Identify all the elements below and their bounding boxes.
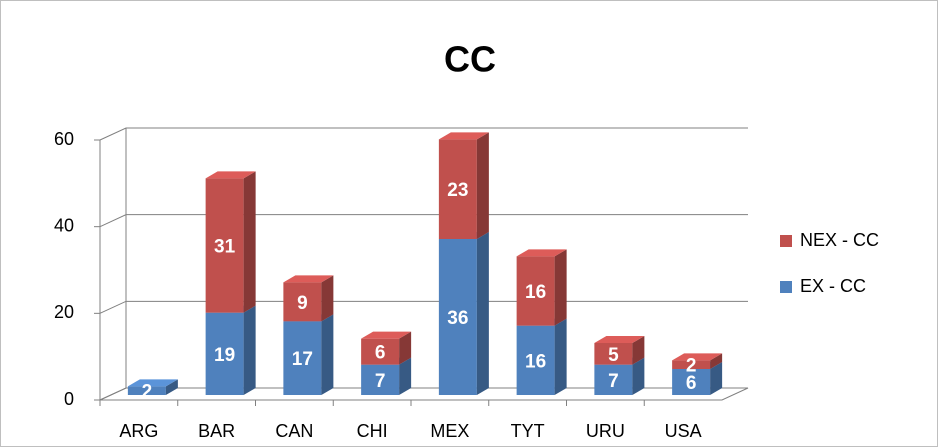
x-tick-label: MEX <box>430 421 469 441</box>
bar-face <box>283 275 334 283</box>
bar-face <box>361 331 412 339</box>
bar-face <box>361 364 400 395</box>
data-label: 36 <box>447 308 468 329</box>
bar-face <box>516 249 567 257</box>
bar-segment <box>361 331 412 365</box>
x-tick-label: USA <box>665 421 702 441</box>
bar-face <box>516 256 555 326</box>
grid-line <box>99 127 748 141</box>
bar-face <box>243 171 256 313</box>
bar-face <box>672 369 711 395</box>
bar-face <box>594 343 633 365</box>
data-label: 7 <box>608 371 619 392</box>
data-label: 7 <box>375 371 386 392</box>
bar-segment <box>672 353 723 369</box>
data-label: 16 <box>525 351 546 372</box>
legend-label: EX - CC <box>800 276 866 296</box>
bar-face <box>476 132 489 239</box>
bar-face <box>438 239 477 395</box>
bar-face <box>438 132 489 140</box>
bar-face <box>672 360 711 369</box>
legend-swatch <box>780 235 792 247</box>
data-label: 6 <box>686 373 697 394</box>
bar-face <box>554 318 567 395</box>
data-label: 6 <box>375 343 386 364</box>
bar-face <box>632 357 645 395</box>
bar-face <box>361 338 400 365</box>
bar-face <box>283 282 322 322</box>
data-label: 2 <box>142 382 153 403</box>
bar-face <box>243 305 256 395</box>
x-tick-label: BAR <box>198 421 235 441</box>
data-label: 17 <box>292 349 313 370</box>
chart-title: CC <box>444 39 496 80</box>
bar-face <box>399 357 412 395</box>
legend-swatch <box>780 281 792 293</box>
x-tick-label: CHI <box>357 421 388 441</box>
bar-segment <box>127 379 178 395</box>
bar-segment <box>283 275 334 322</box>
bar-face <box>594 336 645 343</box>
bar-face <box>127 386 166 395</box>
data-label: 19 <box>214 345 235 366</box>
bar-face <box>205 171 256 179</box>
grid-line <box>99 214 748 228</box>
bar-face <box>165 379 178 395</box>
x-tick-label: CAN <box>275 421 313 441</box>
bar-face <box>127 379 178 387</box>
bar-face <box>554 249 567 326</box>
data-label: 16 <box>525 282 546 303</box>
bar-segment <box>438 132 489 239</box>
bar-segment <box>205 305 256 395</box>
bar-face <box>476 232 489 395</box>
y-tick-label: 40 <box>54 215 74 235</box>
bar-face <box>321 314 334 395</box>
data-label: 23 <box>447 180 468 201</box>
bar-face <box>205 312 244 395</box>
bar-face <box>594 364 633 395</box>
legend-label: NEX - CC <box>800 230 879 250</box>
x-tick-label: TYT <box>511 421 545 441</box>
y-tick-label: 20 <box>54 302 74 322</box>
data-label: 31 <box>214 237 236 258</box>
bar-face <box>438 139 477 239</box>
bar-face <box>399 331 412 365</box>
data-label: 5 <box>608 345 619 366</box>
bar-segment <box>516 249 567 326</box>
bar-face <box>283 321 322 395</box>
x-tick-label: ARG <box>119 421 158 441</box>
bar-face <box>710 353 723 369</box>
data-label: 2 <box>686 356 697 377</box>
bar-segment <box>594 336 645 365</box>
x-tick-label: URU <box>586 421 625 441</box>
bar-segment <box>205 171 256 313</box>
bar-face <box>205 178 244 313</box>
y-tick-label: 60 <box>54 129 74 149</box>
bar-face <box>710 362 723 395</box>
bar-face <box>632 336 645 365</box>
bar-segment <box>516 318 567 395</box>
bar-face <box>321 275 334 322</box>
y-tick-label: 0 <box>64 389 74 409</box>
data-label: 9 <box>297 293 308 314</box>
bar-face <box>672 353 723 361</box>
bar-face <box>516 325 555 395</box>
